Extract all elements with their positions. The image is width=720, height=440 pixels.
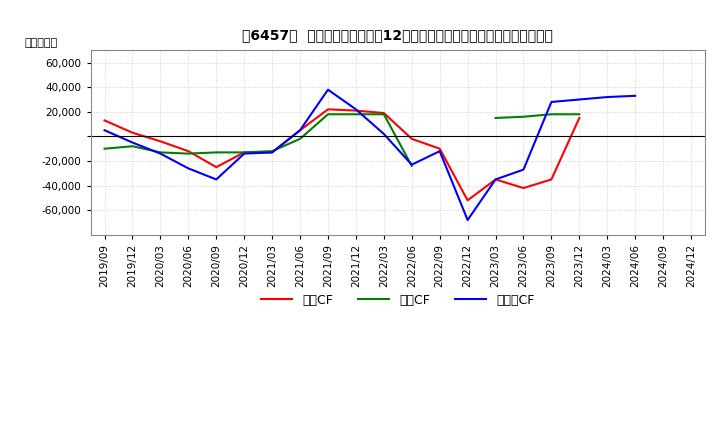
投賄CF [184, 151, 193, 156]
投賄CF [240, 150, 248, 155]
営業CF [436, 146, 444, 151]
フリーCF [351, 107, 360, 112]
投賄CF [156, 150, 165, 155]
営業CF [324, 107, 333, 112]
投賄CF [296, 136, 305, 142]
投賄CF [379, 112, 388, 117]
営業CF [547, 177, 556, 182]
フリーCF [519, 167, 528, 172]
フリーCF [575, 97, 584, 102]
フリーCF [436, 149, 444, 154]
営業CF [184, 149, 193, 154]
フリーCF [463, 217, 472, 223]
フリーCF [156, 151, 165, 156]
営業CF [240, 150, 248, 155]
フリーCF [324, 87, 333, 92]
営業CF [463, 198, 472, 203]
Legend: 営業CF, 投賄CF, フリーCF: 営業CF, 投賄CF, フリーCF [256, 289, 540, 312]
フリーCF [603, 95, 611, 100]
フリーCF [379, 131, 388, 136]
フリーCF [184, 166, 193, 171]
Line: 投賄CF: 投賄CF [104, 114, 412, 166]
営業CF [268, 150, 276, 155]
フリーCF [128, 140, 137, 145]
フリーCF [408, 162, 416, 167]
フリーCF [240, 151, 248, 156]
営業CF [379, 110, 388, 116]
投賄CF [128, 143, 137, 149]
投賄CF [100, 146, 109, 151]
フリーCF [547, 99, 556, 105]
フリーCF [268, 150, 276, 155]
フリーCF [296, 128, 305, 133]
フリーCF [631, 93, 639, 99]
Y-axis label: （百万円）: （百万円） [25, 38, 58, 48]
投賄CF [324, 112, 333, 117]
Title: ［6457］  キャッシュフローの12か月移動合計の対前年同期増減額の推移: ［6457］ キャッシュフローの12か月移動合計の対前年同期増減額の推移 [243, 28, 553, 42]
投賄CF [212, 150, 220, 155]
営業CF [519, 185, 528, 191]
フリーCF [100, 128, 109, 133]
投賄CF [408, 163, 416, 169]
Line: フリーCF: フリーCF [104, 90, 635, 220]
Line: 営業CF: 営業CF [104, 110, 580, 200]
営業CF [351, 108, 360, 113]
営業CF [212, 165, 220, 170]
営業CF [408, 136, 416, 142]
営業CF [100, 118, 109, 123]
営業CF [128, 130, 137, 136]
フリーCF [491, 177, 500, 182]
営業CF [156, 139, 165, 144]
フリーCF [212, 177, 220, 182]
投賄CF [268, 149, 276, 154]
営業CF [491, 177, 500, 182]
投賄CF [351, 112, 360, 117]
営業CF [575, 115, 584, 121]
営業CF [296, 128, 305, 133]
